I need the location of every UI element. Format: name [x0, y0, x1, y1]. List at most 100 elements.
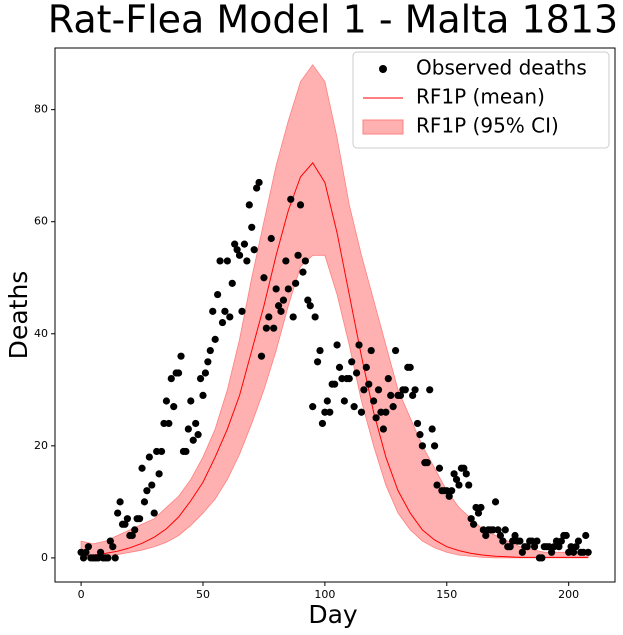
y-tick-label: 40 [34, 327, 48, 340]
observed-point [304, 296, 312, 304]
observed-point [238, 307, 246, 315]
observed-point [211, 335, 219, 343]
observed-point [128, 531, 136, 540]
observed-point [452, 475, 461, 484]
observed-point [109, 543, 117, 551]
observed-point [274, 302, 283, 310]
observed-point [253, 184, 261, 192]
observed-point [184, 425, 192, 433]
observed-point [165, 419, 173, 428]
observed-point [206, 346, 214, 355]
legend-label: Observed deaths [416, 56, 587, 80]
observed-point [123, 515, 132, 523]
observed-point [530, 543, 539, 551]
observed-point [335, 363, 344, 371]
observed-point [326, 408, 334, 416]
observed-point [196, 374, 205, 383]
observed-point [138, 464, 146, 472]
y-tick-label: 20 [34, 439, 48, 452]
observed-point [435, 464, 444, 472]
observed-point [135, 515, 144, 523]
observed-point [235, 251, 244, 259]
observed-point [372, 414, 380, 422]
observed-point [370, 397, 378, 405]
observed-point [362, 363, 370, 371]
observed-point [148, 481, 156, 489]
observed-point [401, 386, 409, 394]
observed-point [199, 391, 207, 400]
observed-point [318, 419, 327, 428]
observed-point [157, 447, 166, 456]
observed-point [382, 408, 390, 416]
observed-point [582, 531, 590, 540]
observed-point [379, 425, 387, 433]
observed-point [350, 403, 358, 411]
observed-point [584, 548, 592, 556]
observed-point [391, 346, 400, 355]
observed-point [79, 554, 88, 562]
observed-point [562, 531, 570, 540]
observed-point [270, 324, 278, 332]
observed-point [189, 436, 197, 444]
observed-point [352, 369, 361, 377]
observed-point [182, 447, 190, 456]
observed-point [430, 442, 439, 450]
observed-point [426, 386, 434, 394]
observed-point [143, 487, 151, 495]
observed-point [121, 520, 129, 528]
observed-point [104, 554, 112, 562]
observed-point [233, 246, 241, 254]
observed-point [538, 554, 546, 562]
legend-patch [362, 119, 404, 135]
observed-point [284, 285, 292, 293]
observed-point [396, 391, 405, 400]
observed-point [555, 543, 563, 551]
observed-point [216, 257, 224, 265]
observed-point [340, 397, 348, 405]
observed-point [82, 548, 90, 556]
observed-point [569, 548, 578, 556]
x-tick-label: 100 [314, 588, 335, 601]
observed-point [462, 470, 470, 478]
observed-point [474, 509, 483, 517]
observed-point [445, 492, 453, 500]
x-tick-label: 50 [196, 588, 210, 601]
mean-line [81, 162, 589, 558]
x-tick-label: 150 [436, 588, 457, 601]
observed-point [309, 403, 317, 411]
observed-point [516, 537, 524, 545]
observed-point [272, 285, 280, 293]
observed-point [518, 548, 526, 556]
observed-point [360, 386, 368, 394]
observed-point [384, 374, 392, 383]
legend-label: RF1P (95% CI) [416, 114, 559, 138]
observed-point [228, 279, 236, 287]
observed-point [240, 240, 249, 248]
observed-point [248, 223, 256, 231]
observed-point [218, 318, 227, 327]
observed-point [333, 341, 341, 349]
observed-point [433, 481, 441, 489]
observed-point [170, 403, 178, 411]
observed-point [572, 543, 580, 551]
observed-point [496, 531, 505, 540]
observed-point [296, 201, 305, 209]
observed-point [84, 543, 93, 551]
observed-point [131, 526, 139, 534]
observed-point [511, 531, 519, 540]
observed-point [209, 307, 217, 315]
observed-point [301, 257, 309, 265]
observed-point [506, 543, 514, 551]
observed-point [167, 374, 175, 383]
observed-point [257, 352, 266, 360]
observed-point [389, 403, 397, 411]
observed-point [501, 526, 509, 534]
observed-point [428, 425, 436, 433]
observed-point [277, 307, 285, 315]
observed-point [465, 481, 473, 489]
observed-point [367, 346, 375, 355]
observed-point [292, 279, 300, 287]
y-tick-label: 60 [34, 215, 48, 228]
observed-point [311, 313, 319, 321]
ci-band [80, 64, 589, 559]
